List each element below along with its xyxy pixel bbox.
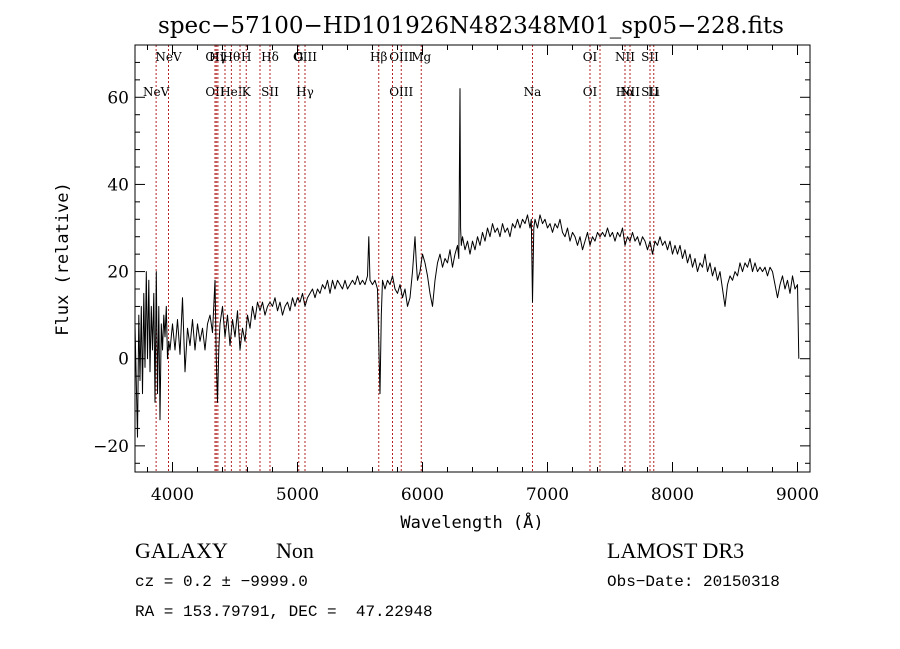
line-marker-label-top: OII bbox=[205, 50, 225, 64]
line-marker-label-top: Hβ bbox=[370, 50, 387, 64]
line-marker-label-top: Hδ bbox=[261, 50, 279, 64]
line-marker-label-top: NeV bbox=[155, 50, 182, 64]
line-marker-label-bottom: Li bbox=[648, 85, 660, 99]
line-marker-label-bottom: SII bbox=[261, 85, 279, 99]
line-marker-label-top: Mg bbox=[411, 50, 431, 64]
line-marker-label-top: SII bbox=[641, 50, 659, 64]
spectrum-line bbox=[134, 88, 800, 438]
observation-date: Obs−Date: 20150318 bbox=[607, 573, 780, 591]
x-tick-label: 9000 bbox=[776, 485, 819, 505]
object-class: GALAXY bbox=[135, 538, 228, 563]
axis-ticks: 4000 5000 6000 7000 8000 9000 −20 0 20 40 60 bbox=[93, 45, 819, 505]
line-marker-label-bottom: OII bbox=[205, 85, 225, 99]
line-marker-label-top: Hγ bbox=[209, 50, 227, 64]
y-tick-label: 60 bbox=[107, 88, 129, 108]
object-subclass: Non bbox=[276, 538, 314, 563]
x-tick-label: 6000 bbox=[401, 485, 444, 505]
line-marker-label-bottom: K bbox=[242, 85, 252, 99]
y-tick-label: 40 bbox=[107, 175, 129, 195]
plot-frame bbox=[134, 44, 811, 473]
line-marker-label-bottom: Na bbox=[524, 85, 542, 99]
line-marker-label-top: Hθ bbox=[223, 50, 241, 64]
x-axis-label: Wavelength (Å) bbox=[400, 511, 543, 533]
y-tick-label: 0 bbox=[118, 350, 129, 370]
coordinates: RA = 153.79791, DEC = 47.22948 bbox=[135, 603, 433, 621]
line-marker-label-top: OIII bbox=[389, 50, 413, 64]
line-marker-label-top: H bbox=[241, 50, 251, 64]
line-marker-label-bottom: OI bbox=[583, 85, 598, 99]
x-tick-label: 5000 bbox=[276, 485, 319, 505]
y-tick-label: −20 bbox=[93, 437, 129, 457]
line-marker-label-top: NII bbox=[615, 50, 635, 64]
line-marker-label-bottom: NeV bbox=[143, 85, 170, 99]
line-marker-label-bottom: Hα bbox=[616, 85, 635, 99]
line-marker-label-top: OI bbox=[583, 50, 598, 64]
x-tick-label: 4000 bbox=[151, 485, 194, 505]
chart-title: spec−57100−HD101926N482348M01_sp05−228.f… bbox=[158, 13, 784, 39]
redshift-value: cz = 0.2 ± −9999.0 bbox=[135, 573, 308, 591]
spectrum-layer bbox=[134, 88, 800, 438]
line-marker-label-bottom: NII bbox=[620, 85, 640, 99]
y-tick-label: 20 bbox=[107, 263, 129, 283]
line-marker-label-top: OIII bbox=[293, 50, 317, 64]
x-tick-label: 7000 bbox=[526, 485, 569, 505]
line-marker-label-top: G bbox=[294, 50, 304, 64]
line-marker-label-bottom: SII bbox=[641, 85, 659, 99]
survey-name: LAMOST DR3 bbox=[607, 538, 745, 563]
y-axis-label: Flux (relative) bbox=[53, 182, 73, 336]
spectrum-plot: spec−57100−HD101926N482348M01_sp05−228.f… bbox=[53, 13, 819, 533]
line-marker-label-bottom: HeI bbox=[220, 85, 243, 99]
line-marker-label-bottom: Hγ bbox=[296, 85, 314, 99]
x-tick-label: 8000 bbox=[651, 485, 694, 505]
line-marker-label-bottom: OIII bbox=[389, 85, 413, 99]
